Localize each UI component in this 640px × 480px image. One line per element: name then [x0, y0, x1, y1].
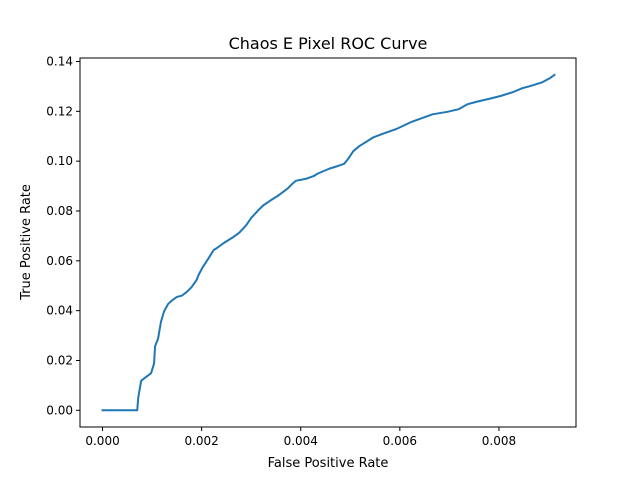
y-tick-label: 0.10: [46, 154, 73, 168]
x-axis-label: False Positive Rate: [268, 456, 389, 471]
y-axis-label: True Positive Rate: [19, 184, 34, 301]
x-axis: 0.000 0.002 0.004 0.006 0.008: [85, 427, 516, 448]
x-tick-label: 0.002: [184, 434, 218, 448]
x-tick-label: 0.000: [85, 434, 119, 448]
y-tick-label: 0.12: [46, 104, 73, 118]
y-tick-label: 0.02: [46, 353, 73, 367]
y-tick-label: 0.14: [46, 54, 73, 68]
y-axis: 0.00 0.02 0.04 0.06 0.08 0.10 0.12 0.14: [46, 54, 80, 417]
x-tick-label: 0.006: [383, 434, 417, 448]
series-layer: [101, 73, 556, 412]
x-tick-label: 0.008: [482, 434, 516, 448]
y-tick-label: 0.04: [46, 304, 73, 318]
roc-curve-line: [101, 73, 556, 412]
y-tick-label: 0.00: [46, 403, 73, 417]
plot-frame: [79, 57, 577, 428]
y-tick-label: 0.08: [46, 204, 73, 218]
chart-title: Chaos E Pixel ROC Curve: [229, 34, 428, 53]
y-tick-label: 0.06: [46, 254, 73, 268]
x-tick-label: 0.004: [284, 434, 318, 448]
